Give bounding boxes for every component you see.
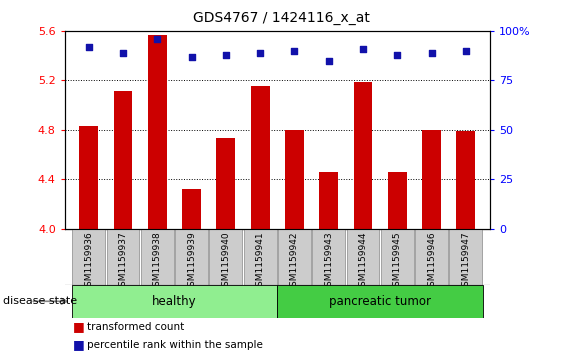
Point [187, 54, 196, 60]
Bar [422, 130, 441, 229]
Bar [346, 229, 379, 285]
Text: GSM1159940: GSM1159940 [221, 232, 230, 292]
Text: GSM1159942: GSM1159942 [290, 232, 299, 292]
Bar [278, 285, 483, 318]
Point [461, 48, 470, 53]
Bar [457, 131, 475, 229]
Text: GSM1159946: GSM1159946 [427, 232, 436, 292]
Text: GSM1159939: GSM1159939 [187, 232, 196, 292]
Bar [381, 229, 414, 285]
Bar [319, 172, 338, 229]
Text: ■: ■ [73, 320, 85, 333]
Bar [278, 229, 311, 285]
Bar [312, 229, 345, 285]
Text: pancreatic tumor: pancreatic tumor [329, 295, 431, 308]
Point [84, 44, 93, 50]
Bar [216, 138, 235, 229]
Text: GSM1159941: GSM1159941 [256, 232, 265, 292]
Text: GSM1159944: GSM1159944 [359, 232, 368, 292]
Point [393, 52, 402, 57]
Point [256, 50, 265, 56]
Bar [72, 285, 278, 318]
Bar [415, 229, 448, 285]
Text: GSM1159943: GSM1159943 [324, 232, 333, 292]
Bar [285, 130, 304, 229]
Bar [148, 34, 167, 229]
Bar [106, 229, 140, 285]
Point [290, 48, 299, 53]
Text: GSM1159937: GSM1159937 [119, 232, 128, 292]
Point [119, 50, 128, 56]
Text: GSM1159938: GSM1159938 [153, 232, 162, 292]
Text: GSM1159945: GSM1159945 [393, 232, 402, 292]
Point [221, 52, 230, 57]
Bar [209, 229, 242, 285]
Text: transformed count: transformed count [87, 322, 185, 332]
Bar [175, 229, 208, 285]
Point [153, 36, 162, 42]
Text: disease state: disease state [3, 296, 77, 306]
Bar [388, 172, 406, 229]
Point [324, 58, 333, 64]
Text: ■: ■ [73, 338, 85, 351]
Point [427, 50, 436, 56]
Bar [449, 229, 482, 285]
Point [359, 46, 368, 52]
Bar [114, 91, 132, 229]
Bar [244, 229, 276, 285]
Bar [141, 229, 174, 285]
Text: GDS4767 / 1424116_x_at: GDS4767 / 1424116_x_at [193, 11, 370, 25]
Text: GSM1159936: GSM1159936 [84, 232, 93, 292]
Text: percentile rank within the sample: percentile rank within the sample [87, 340, 263, 350]
Bar [354, 82, 372, 229]
Text: healthy: healthy [152, 295, 196, 308]
Bar [79, 126, 98, 229]
Bar [251, 86, 270, 229]
Bar [72, 229, 105, 285]
Text: GSM1159947: GSM1159947 [461, 232, 470, 292]
Bar [182, 189, 201, 229]
